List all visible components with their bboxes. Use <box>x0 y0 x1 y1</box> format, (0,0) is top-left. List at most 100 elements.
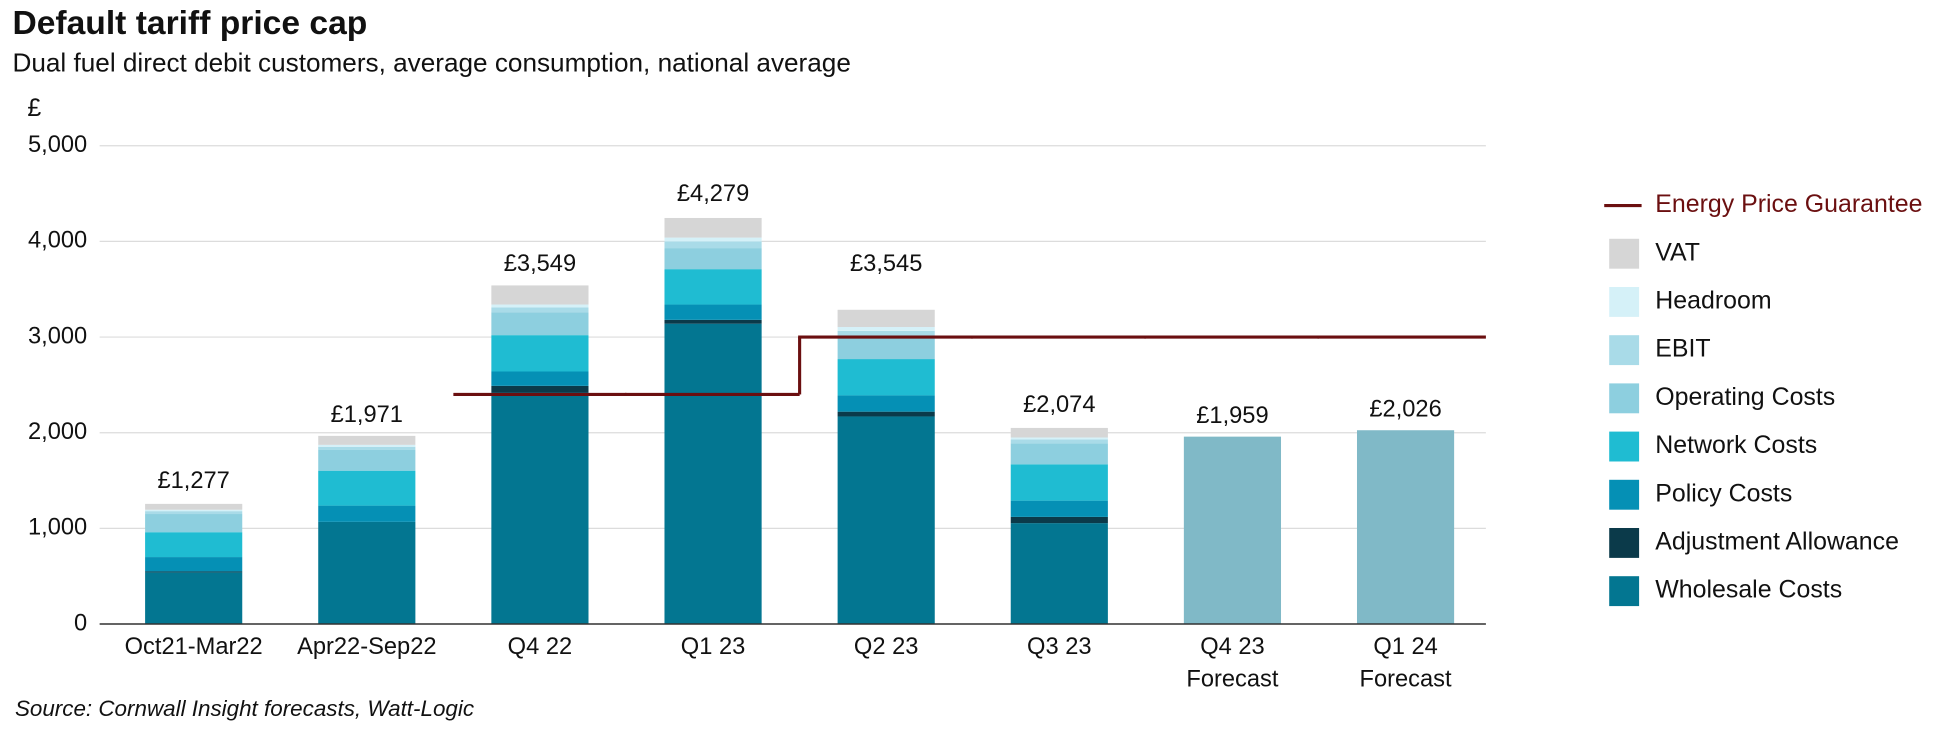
bar-segment <box>1010 443 1108 465</box>
bar-segment <box>1010 516 1108 524</box>
bar-segment <box>491 307 589 313</box>
x-label-box: Q1 23 <box>680 633 746 661</box>
bar-segment <box>491 371 589 386</box>
x-tick-label: Q2 23 <box>853 633 919 661</box>
bar-segment <box>491 385 589 393</box>
bar-segment <box>145 509 243 512</box>
bar-segment <box>837 359 935 396</box>
total-label: £1,277 <box>157 468 229 494</box>
bar-segment <box>318 521 416 625</box>
y-tick-label: 5,000 <box>28 132 87 158</box>
bar-segment <box>837 327 935 331</box>
bar-segment <box>837 416 935 625</box>
legend-swatch <box>1609 431 1640 462</box>
x-label-box: Q1 24 Forecast <box>1359 633 1452 693</box>
bar-segment <box>318 505 416 522</box>
x-label-box: Oct21-Mar22 <box>124 633 263 661</box>
total-label: £4,279 <box>677 181 749 207</box>
bar-segment <box>491 304 589 308</box>
x-tick-label: Q1 24 Forecast <box>1359 633 1452 693</box>
total-label: £3,545 <box>850 251 922 277</box>
x-label-box: Apr22-Sep22 <box>297 633 437 661</box>
bar-segment <box>664 269 762 305</box>
legend-label: VAT <box>1655 238 1700 266</box>
total-label: £2,026 <box>1369 397 1441 423</box>
bar-segment <box>664 323 762 625</box>
legend-swatch <box>1609 383 1640 414</box>
bar-segment <box>1010 427 1108 438</box>
x-tick-label: Q1 23 <box>680 633 746 661</box>
x-tick-label: Q4 22 <box>507 633 573 661</box>
legend-swatch <box>1609 238 1640 269</box>
bar-segment <box>145 503 243 510</box>
source-note: Source: Cornwall Insight forecasts, Watt… <box>15 696 474 721</box>
bar-segment <box>664 237 762 242</box>
y-axis-label: £ <box>27 94 41 122</box>
y-tick-label: 3,000 <box>28 323 87 349</box>
x-tick-label: Q4 23 Forecast <box>1186 633 1279 693</box>
bar-segment <box>145 532 243 558</box>
bar-segment <box>145 511 243 515</box>
legend-label: Wholesale Costs <box>1655 576 1842 604</box>
x-label-box: Q2 23 <box>853 633 919 661</box>
bar-segment <box>318 444 416 447</box>
x-label-box: Q3 23 <box>1027 633 1092 661</box>
bar-segment <box>1010 464 1108 501</box>
bar-segment <box>1010 439 1108 444</box>
x-tick-label: Apr22-Sep22 <box>297 633 437 661</box>
legend-swatch <box>1609 479 1640 510</box>
total-label: £2,074 <box>1023 392 1095 418</box>
total-label: £3,549 <box>504 251 576 277</box>
bar-segment <box>837 336 935 360</box>
bar-segment <box>837 411 935 417</box>
bar-segment <box>837 330 935 337</box>
legend-label: Adjustment Allowance <box>1655 528 1899 556</box>
x-tick-label: Oct21-Mar22 <box>124 633 263 661</box>
x-label-box: Q4 22 <box>507 633 573 661</box>
x-label-box: Q4 23 Forecast <box>1186 633 1279 693</box>
bar-segment <box>145 514 243 533</box>
bar-segment <box>664 217 762 238</box>
legend-swatch <box>1609 527 1640 558</box>
bar-segment <box>491 392 589 625</box>
chart-subtitle: Dual fuel direct debit customers, averag… <box>12 48 850 78</box>
bar-segment <box>664 248 762 270</box>
y-tick-label: 0 <box>74 610 87 636</box>
legend-swatch <box>1609 335 1640 366</box>
total-label: £1,971 <box>331 402 403 428</box>
bar-segment <box>1010 523 1108 625</box>
bar-segment <box>491 335 589 372</box>
y-tick-label: 2,000 <box>28 419 87 445</box>
y-tick-label: 1,000 <box>28 515 87 541</box>
bar-segment <box>318 470 416 506</box>
y-tick-label: 4,000 <box>28 228 87 254</box>
legend-swatch <box>1609 576 1640 607</box>
legend-label: Policy Costs <box>1655 479 1792 507</box>
bar-segment <box>664 304 762 320</box>
chart-title: Default tariff price cap <box>12 5 367 42</box>
legend-swatch <box>1609 286 1640 317</box>
bar-segment <box>837 309 935 328</box>
legend-label: Headroom <box>1655 287 1771 315</box>
x-tick-label: Q3 23 <box>1027 633 1092 661</box>
total-label: £1,959 <box>1196 403 1268 429</box>
bar-segment <box>491 285 589 305</box>
legend-label: EBIT <box>1655 335 1710 363</box>
legend-label: Network Costs <box>1655 431 1817 459</box>
bar-segment <box>318 446 416 450</box>
bar-segment <box>145 572 243 625</box>
legend-label: Operating Costs <box>1655 383 1835 411</box>
forecast-bar <box>1183 436 1282 625</box>
bar-segment <box>491 312 589 336</box>
bar-segment <box>1010 437 1108 440</box>
bar-segment <box>145 571 243 573</box>
bar-segment <box>318 449 416 471</box>
forecast-bar <box>1356 430 1455 625</box>
bar-segment <box>318 435 416 445</box>
bar-segment <box>1010 500 1108 517</box>
bar-segment <box>664 241 762 249</box>
bar-segment <box>145 557 243 572</box>
bar-segment <box>664 319 762 324</box>
